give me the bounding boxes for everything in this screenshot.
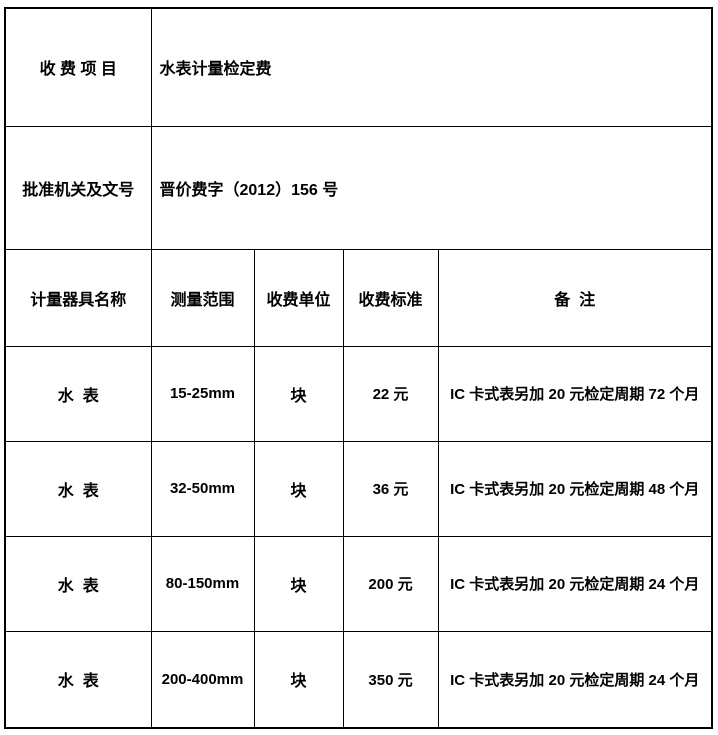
info-row-approval-doc: 批准机关及文号 晋价费字（2012）156 号 [4,125,713,250]
header-cell-unit: 收费单位 [253,248,344,347]
info-row-charge-item: 收 费 项 目 水表计量检定费 [4,7,713,127]
cell-unit: 块 [253,440,344,537]
cell-standard: 36 元 [342,440,439,537]
cell-remark: IC 卡式表另加 20 元检定周期 24 个月 [437,630,713,729]
charge-item-value: 水表计量检定费 [150,7,713,127]
cell-remark: IC 卡式表另加 20 元检定周期 48 个月 [437,440,713,537]
cell-range: 15-25mm [150,345,255,442]
cell-standard: 22 元 [342,345,439,442]
cell-remark: IC 卡式表另加 20 元检定周期 24 个月 [437,535,713,632]
header-row: 计量器具名称 测量范围 收费单位 收费标准 备 注 [4,248,713,347]
approval-doc-label: 批准机关及文号 [4,125,152,250]
cell-range: 200-400mm [150,630,255,729]
table-row: 水 表 32-50mm 块 36 元 IC 卡式表另加 20 元检定周期 48 … [4,440,713,537]
cell-instrument: 水 表 [4,345,152,442]
cell-remark: IC 卡式表另加 20 元检定周期 72 个月 [437,345,713,442]
header-cell-range: 测量范围 [150,248,255,347]
charge-item-label: 收 费 项 目 [4,7,152,127]
cell-standard: 200 元 [342,535,439,632]
header-cell-standard: 收费标准 [342,248,439,347]
header-cell-instrument: 计量器具名称 [4,248,152,347]
cell-unit: 块 [253,535,344,632]
approval-doc-value: 晋价费字（2012）156 号 [150,125,713,250]
fee-schedule-table: 收 费 项 目 水表计量检定费 批准机关及文号 晋价费字（2012）156 号 … [4,7,714,729]
cell-range: 32-50mm [150,440,255,537]
table-row: 水 表 80-150mm 块 200 元 IC 卡式表另加 20 元检定周期 2… [4,535,713,632]
cell-instrument: 水 表 [4,630,152,729]
table-row: 水 表 200-400mm 块 350 元 IC 卡式表另加 20 元检定周期 … [4,630,713,729]
cell-range: 80-150mm [150,535,255,632]
cell-instrument: 水 表 [4,535,152,632]
cell-instrument: 水 表 [4,440,152,537]
header-cell-remark: 备 注 [437,248,713,347]
cell-standard: 350 元 [342,630,439,729]
table-row: 水 表 15-25mm 块 22 元 IC 卡式表另加 20 元检定周期 72 … [4,345,713,442]
cell-unit: 块 [253,345,344,442]
cell-unit: 块 [253,630,344,729]
